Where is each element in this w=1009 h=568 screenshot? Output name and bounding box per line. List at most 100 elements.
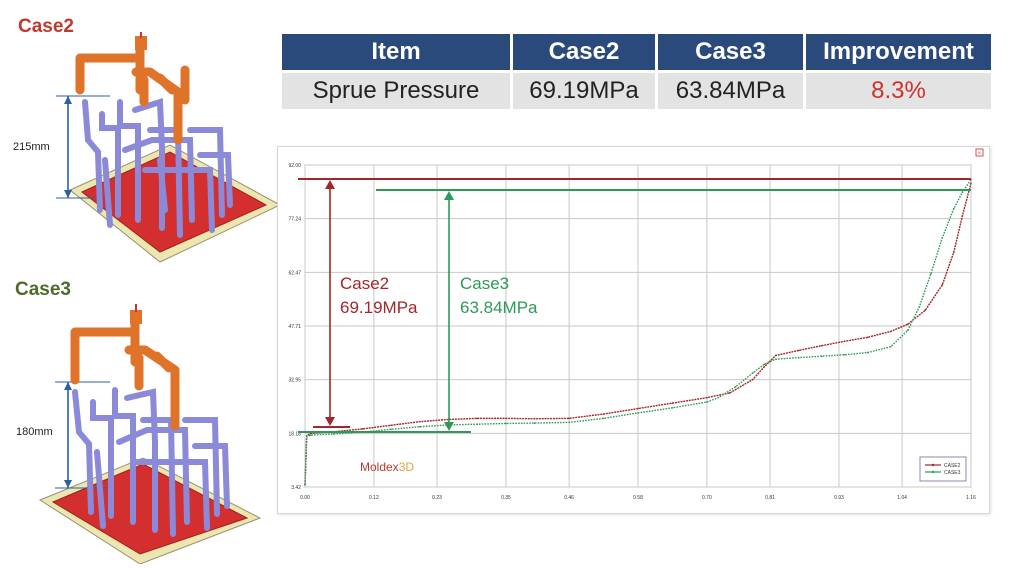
case2-runner-model [56,32,280,263]
series-point-case3 [961,191,964,194]
case2-label: Case2 [18,16,74,37]
series-point-case3 [304,484,306,486]
series-point-case3 [505,422,507,425]
series-point-case2 [476,417,479,420]
series-point-case3 [637,412,639,414]
series-point-case3 [734,385,737,388]
legend-box [919,456,967,482]
series-point-case3 [476,423,479,425]
moldex3d-watermark: Moldex3D [360,460,414,474]
series-point-case2 [390,424,392,427]
series-point-case2 [866,336,869,339]
series-point-case3 [602,417,605,420]
table-row: Sprue Pressure 69.19MPa 63.84MPa 8.3% [282,73,991,109]
series-point-case2 [637,407,639,410]
series-point-case3 [820,355,823,358]
series-point-case2 [505,417,507,420]
series-point-case2 [763,365,766,368]
series-point-case2 [924,309,926,312]
series-point-case2 [568,417,570,420]
y-tick-label: 3.42 [291,485,301,491]
y-tick-label: 62.47 [288,270,301,276]
legend-marker-case3 [931,470,935,474]
case3-arrow-head-top [444,191,454,200]
header-case2: Case2 [513,34,655,70]
cell-item: Sprue Pressure [282,73,510,109]
series-point-case3 [774,358,777,360]
series-point-case3 [717,396,720,399]
series-point-case2 [602,413,605,415]
series-point-case3 [419,425,421,428]
series-point-case3 [305,435,308,438]
chart-svg: 0.00 0.12 0.23 0.35 0.46 0.58 0.70 0.81 0.93 1.04… [288,148,984,501]
case3-height-label: 180mm [16,426,53,438]
x-tick-label: 1.04 [897,495,907,501]
x-tick-label: 0.70 [702,495,712,501]
series-point-case3 [533,422,536,424]
cell-case3: 63.84MPa [658,73,803,109]
series-point-case2 [889,330,892,333]
series-point-case3 [918,305,921,308]
x-tick-label: 1.16 [966,495,976,501]
x-tick-label: 0.93 [834,495,844,501]
series-point-case3 [952,207,955,210]
series-point-case2 [820,344,823,347]
header-case3: Case3 [658,34,803,70]
series-point-case2 [961,215,964,217]
watermark-part2: 3D [399,460,415,474]
case3-annotation-label: Case3 [460,274,509,293]
legend-label-case2: CASE2 [944,463,961,469]
series-point-case3 [752,372,754,374]
case2-annotation-value: 69.19MPa [340,298,418,317]
series-point-case3 [671,407,674,409]
x-tick-label: 0.00 [300,495,310,501]
chart-close-icon [975,148,984,157]
series-point-case2 [970,182,972,184]
series-point-case3 [866,351,869,354]
header-item: Item [282,34,510,70]
case2-height-label: 215mm [13,141,50,153]
case2-arrow-head-bottom [325,417,335,426]
series-point-case2 [671,402,674,404]
case3-arrow-head-bottom [444,422,454,431]
series-point-case3 [332,433,335,435]
header-improvement: Improvement [806,34,991,70]
series-point-case2 [952,251,955,254]
y-tick-label: 77.24 [288,217,301,223]
series-point-case3 [797,356,800,359]
y-tick-label: 32.95 [288,378,301,384]
series-point-case3 [568,421,570,424]
series-point-case2 [774,354,777,357]
case3-annotation-value: 63.84MPa [460,298,538,317]
series-point-case2 [797,349,800,352]
pressure-chart: 0.00 0.12 0.23 0.35 0.46 0.58 0.70 0.81 0.93 1.04… [277,146,990,514]
series-point-case2 [907,323,909,326]
x-tick-label: 0.46 [564,495,574,501]
watermark-part1: Moldex [360,460,399,474]
series-point-case3 [390,428,392,431]
series-point-case2 [729,392,731,394]
series-point-case3 [763,363,766,366]
x-tick-label: 0.35 [501,495,511,501]
series-point-case3 [309,434,312,436]
legend-marker-case2 [931,463,935,467]
series-point-case3 [843,353,846,356]
case3-runner-model [38,304,262,564]
x-tick-label: 0.12 [369,495,379,501]
series-point-case2 [706,396,708,399]
series-point-case2 [941,284,944,286]
series-point-case3 [907,329,909,332]
table-header-row: Item Case2 Case3 Improvement [282,34,991,70]
series-point-case3 [930,273,932,275]
cell-case2: 69.19MPa [513,73,655,109]
cell-improvement: 8.3% [806,73,991,109]
series-point-case2 [843,340,846,343]
legend-label-case3: CASE3 [944,470,961,476]
case2-annotation-label: Case2 [340,274,389,293]
y-tick-label: 47.71 [288,324,301,330]
x-tick-label: 0.58 [633,495,643,501]
y-tick-label: 18.18 [288,431,301,437]
series-point-case2 [361,428,364,430]
case3-label: Case3 [15,279,71,300]
chart-close-icon-glyph: × [978,151,982,157]
